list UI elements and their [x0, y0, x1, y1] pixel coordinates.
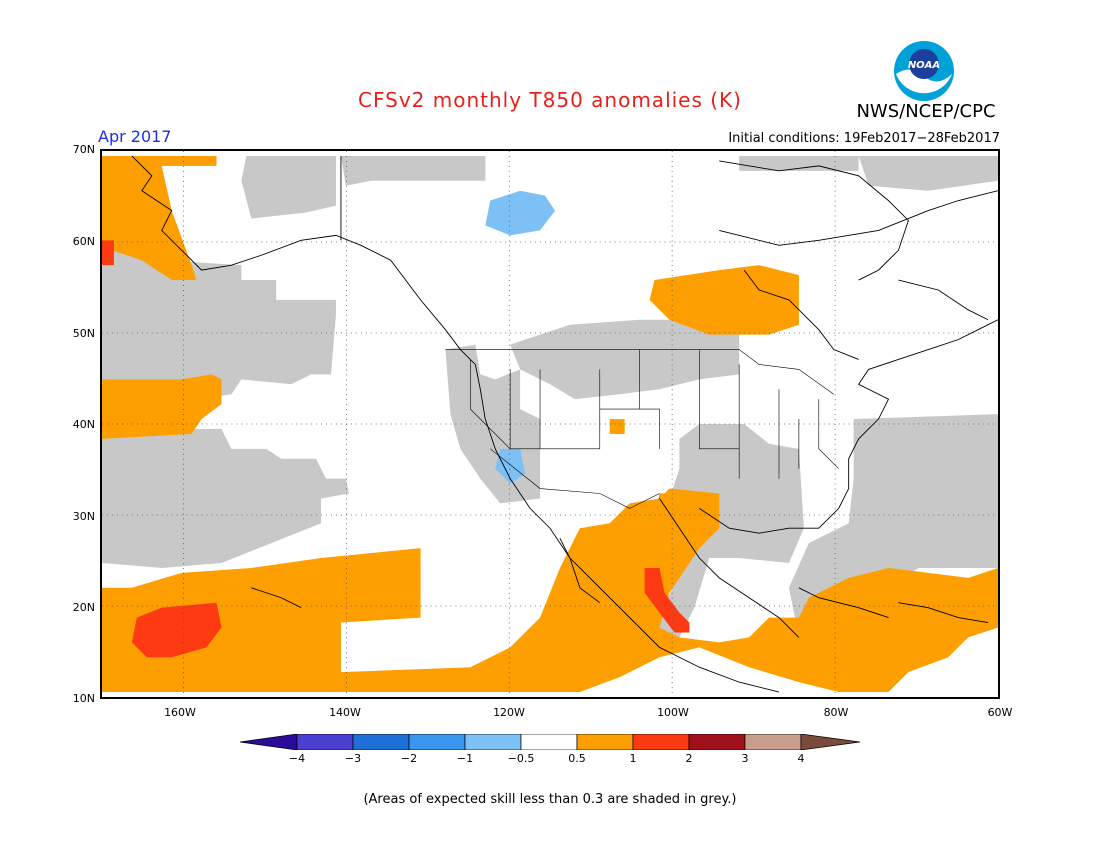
- political-borders: [445, 349, 839, 509]
- map-title: CFSv2 monthly T850 anomalies (K): [358, 88, 742, 112]
- colorbar-segment-3-4: [744, 733, 802, 751]
- colorbar-segment-m3-m2: [352, 733, 410, 751]
- org-label: NWS/NCEP/CPC: [856, 101, 996, 122]
- colorbar-label-2: 2: [685, 752, 693, 765]
- colorbar-label-1: 1: [629, 752, 637, 765]
- colorbar-label-05: 0.5: [568, 752, 586, 765]
- lat-label-40n: 40N: [72, 418, 95, 431]
- lat-label-20n: 20N: [72, 601, 95, 614]
- noaa-logo: NOAA: [893, 40, 955, 102]
- colorbar-segment-m2-m1: [408, 733, 466, 751]
- colorbar-segment-m1-m05: [464, 733, 522, 751]
- colorbar-segment-neutral: [520, 733, 578, 751]
- colorbar-segment-1-2: [632, 733, 690, 751]
- colorbar-label-m1: −1: [456, 752, 474, 765]
- lat-label-10n: 10N: [72, 692, 95, 705]
- lat-label-60n: 60N: [72, 235, 95, 248]
- lat-label-50n: 50N: [72, 327, 95, 340]
- positive-anomaly-1-2: [102, 240, 690, 658]
- logo-text: NOAA: [908, 60, 940, 71]
- colorbar-label-m3: −3: [344, 752, 362, 765]
- colorbar-segment-lt-4: [239, 733, 298, 751]
- negative-anomaly-minus0.5-minus1: [485, 190, 555, 484]
- colorbar-label-m2: −2: [400, 752, 418, 765]
- positive-anomaly-0.5-1: [102, 155, 998, 693]
- lat-label-30n: 30N: [72, 510, 95, 523]
- lon-label-160w: 160W: [164, 706, 196, 719]
- colorbar: [239, 733, 861, 751]
- lon-label-60w: 60W: [987, 706, 1013, 719]
- graticule: [102, 151, 998, 697]
- colorbar-segment-2-3: [688, 733, 746, 751]
- coastlines: [131, 155, 998, 693]
- colorbar-label-4: 4: [797, 752, 805, 765]
- colorbar-segment-gt-4: [800, 733, 861, 751]
- initial-conditions: Initial conditions: 19Feb2017−28Feb2017: [728, 131, 1000, 146]
- colorbar-segment-m4-m3: [296, 733, 354, 751]
- anomaly-map: [100, 149, 1000, 699]
- lon-label-80w: 80W: [823, 706, 849, 719]
- lat-label-70n: 70N: [72, 143, 95, 156]
- colorbar-label-m05: −0.5: [507, 752, 535, 765]
- lon-label-100w: 100W: [657, 706, 689, 719]
- lon-label-120w: 120W: [493, 706, 525, 719]
- forecast-month: Apr 2017: [98, 127, 172, 146]
- skill-footnote: (Areas of expected skill less than 0.3 a…: [363, 792, 737, 807]
- colorbar-segment-05-1: [576, 733, 634, 751]
- lon-label-140w: 140W: [329, 706, 361, 719]
- colorbar-label-3: 3: [741, 752, 749, 765]
- colorbar-label-m4: −4: [288, 752, 306, 765]
